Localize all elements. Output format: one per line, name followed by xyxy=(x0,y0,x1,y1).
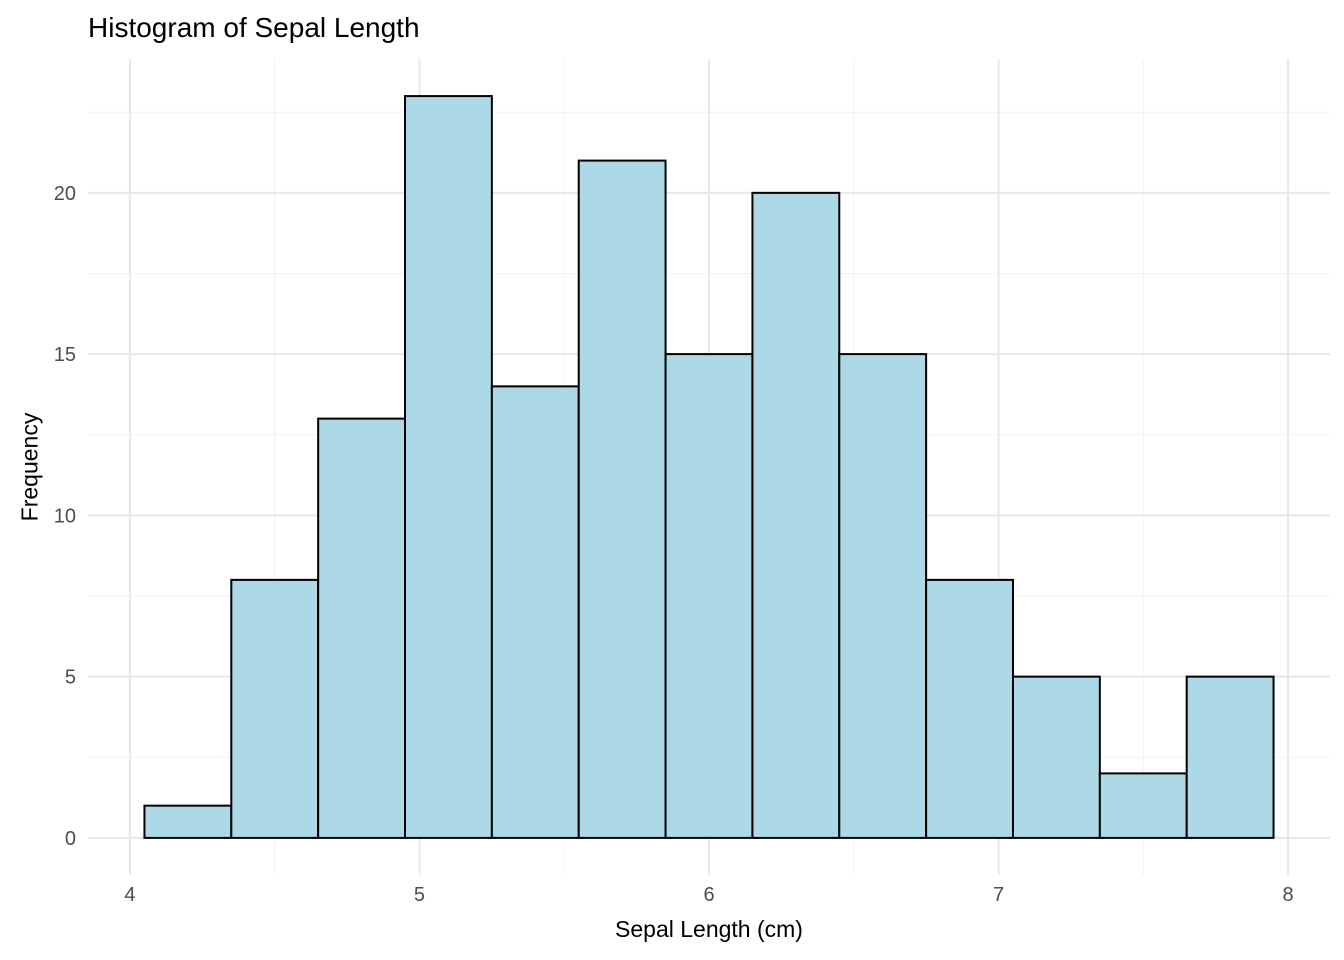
plot-title: Histogram of Sepal Length xyxy=(88,12,420,43)
y-axis-title: Frequency xyxy=(16,412,43,522)
histogram-bar xyxy=(838,353,928,839)
y-tick-label: 5 xyxy=(65,667,76,689)
histogram-bar xyxy=(230,578,320,839)
histogram-bar xyxy=(317,417,407,839)
x-tick-label: 6 xyxy=(703,884,714,906)
y-tick-label: 15 xyxy=(54,344,76,366)
y-tick-label: 20 xyxy=(54,183,76,205)
x-axis-title: Sepal Length (cm) xyxy=(615,916,803,942)
x-tick-label: 7 xyxy=(993,884,1004,906)
x-tick-label: 5 xyxy=(414,884,425,906)
x-tick-label: 8 xyxy=(1282,884,1293,906)
histogram-bar xyxy=(143,804,233,839)
histogram-bar xyxy=(1098,772,1188,839)
histogram-bar xyxy=(1011,675,1101,839)
histogram-bar xyxy=(751,191,841,839)
histogram-bar xyxy=(490,385,580,839)
histogram-bar xyxy=(664,353,754,839)
y-tick-label: 0 xyxy=(65,828,76,850)
histogram-bar xyxy=(1185,675,1275,839)
y-tick-label: 10 xyxy=(54,505,76,527)
x-tick-label: 4 xyxy=(124,884,135,906)
histogram-bar xyxy=(925,578,1014,839)
histogram-bar xyxy=(404,95,493,839)
histogram-bar xyxy=(577,159,667,839)
